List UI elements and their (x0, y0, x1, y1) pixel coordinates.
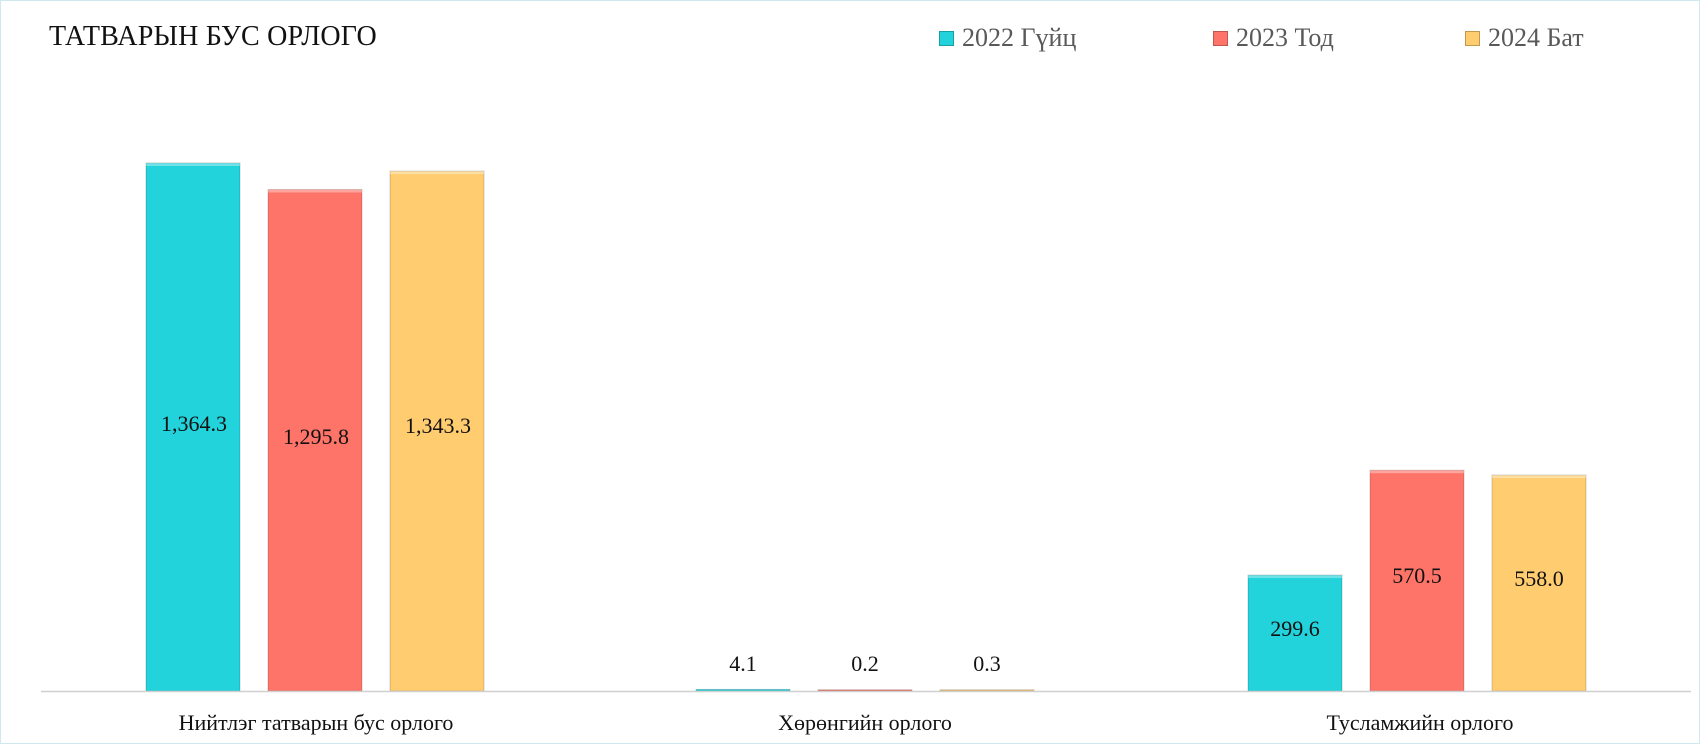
chart-title: ТАТВАРЫН БУС ОРЛОГО (49, 21, 377, 52)
data-labels: 1,364.3 4.1 299.6 1,295.8 0.2 570.5 1,343.3 0.3… (161, 411, 1564, 676)
data-label-2024-2: 558.0 (1514, 566, 1564, 591)
legend-label-2022: 2022 Гүйц (962, 23, 1077, 52)
bar-highlight-2024-0 (390, 171, 484, 175)
category-labels: Нийтлэг татварын бус орлого Хөрөнгийн орл… (179, 710, 1514, 735)
data-label-2023-0: 1,295.8 (283, 424, 349, 449)
legend-item-2024: 2024 Бат (1465, 23, 1584, 53)
category-label-2: Тусламжийн орлого (1327, 710, 1514, 735)
legend-swatch-2023 (1213, 30, 1228, 46)
bar-highlight-2024-2 (1492, 475, 1586, 479)
bar-2023-0 (267, 189, 363, 692)
bar-2022-0 (145, 162, 241, 692)
bar-2023-2 (1369, 469, 1465, 692)
data-label-2024-1: 0.3 (973, 651, 1001, 676)
bar-2024-0 (389, 170, 485, 692)
legend-item-2023: 2023 Тод (1213, 23, 1334, 53)
bars-layer (145, 162, 1587, 692)
bar-highlight-2022-0 (146, 163, 240, 166)
data-label-2022-0: 1,364.3 (161, 411, 227, 436)
bar-highlight-2022-2 (1248, 575, 1342, 579)
legend-label-2024: 2024 Бат (1488, 23, 1584, 52)
bar-2022-2 (1247, 574, 1343, 692)
data-label-2024-0: 1,343.3 (405, 413, 471, 438)
legend-swatch-2022 (939, 30, 954, 46)
legend-label-2023: 2023 Тод (1236, 23, 1334, 52)
data-label-2022-1: 4.1 (729, 651, 757, 676)
category-label-1: Хөрөнгийн орлого (778, 710, 952, 735)
data-label-2022-2: 299.6 (1270, 616, 1320, 641)
legend-item-2022: 2022 Гүйц (939, 23, 1076, 53)
bar-2024-2 (1491, 474, 1587, 692)
bar-highlight-2023-2 (1370, 470, 1464, 474)
bar-highlight-2023-0 (268, 189, 362, 193)
data-label-2023-2: 570.5 (1392, 563, 1442, 588)
legend-swatch-2024 (1465, 30, 1480, 46)
category-label-0: Нийтлэг татварын бус орлого (179, 710, 454, 735)
data-label-2023-1: 0.2 (851, 651, 879, 676)
